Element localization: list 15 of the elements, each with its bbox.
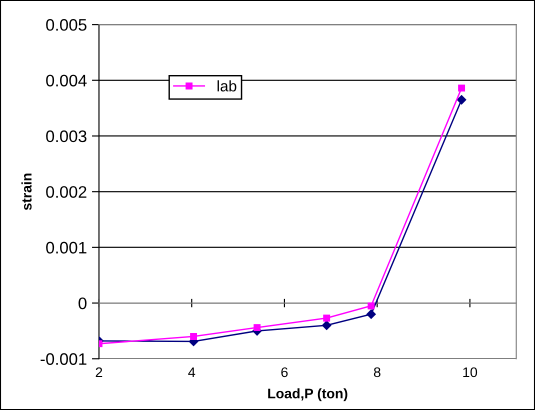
x-tick-label: 4 <box>188 367 196 378</box>
x-tick-label: 8 <box>374 367 380 378</box>
x-axis-title: Load,P (ton) <box>268 388 348 402</box>
y-tick-label: 0.001 <box>46 242 86 254</box>
y-tick-label: 0.003 <box>46 130 86 142</box>
y-tick-label: -0.001 <box>40 353 86 365</box>
y-tick-label: 0.002 <box>46 186 86 198</box>
y-tick-label: 0 <box>78 297 87 310</box>
x-tick-label: 6 <box>281 367 288 378</box>
y-axis-title: strain <box>21 174 32 210</box>
y-tick-label: 0.005 <box>46 19 86 31</box>
x-tick-label: 2 <box>96 367 102 378</box>
y-tick-label: 0.004 <box>46 74 87 86</box>
x-tick-label: 10 <box>463 367 478 378</box>
legend-label: lab <box>218 80 236 92</box>
